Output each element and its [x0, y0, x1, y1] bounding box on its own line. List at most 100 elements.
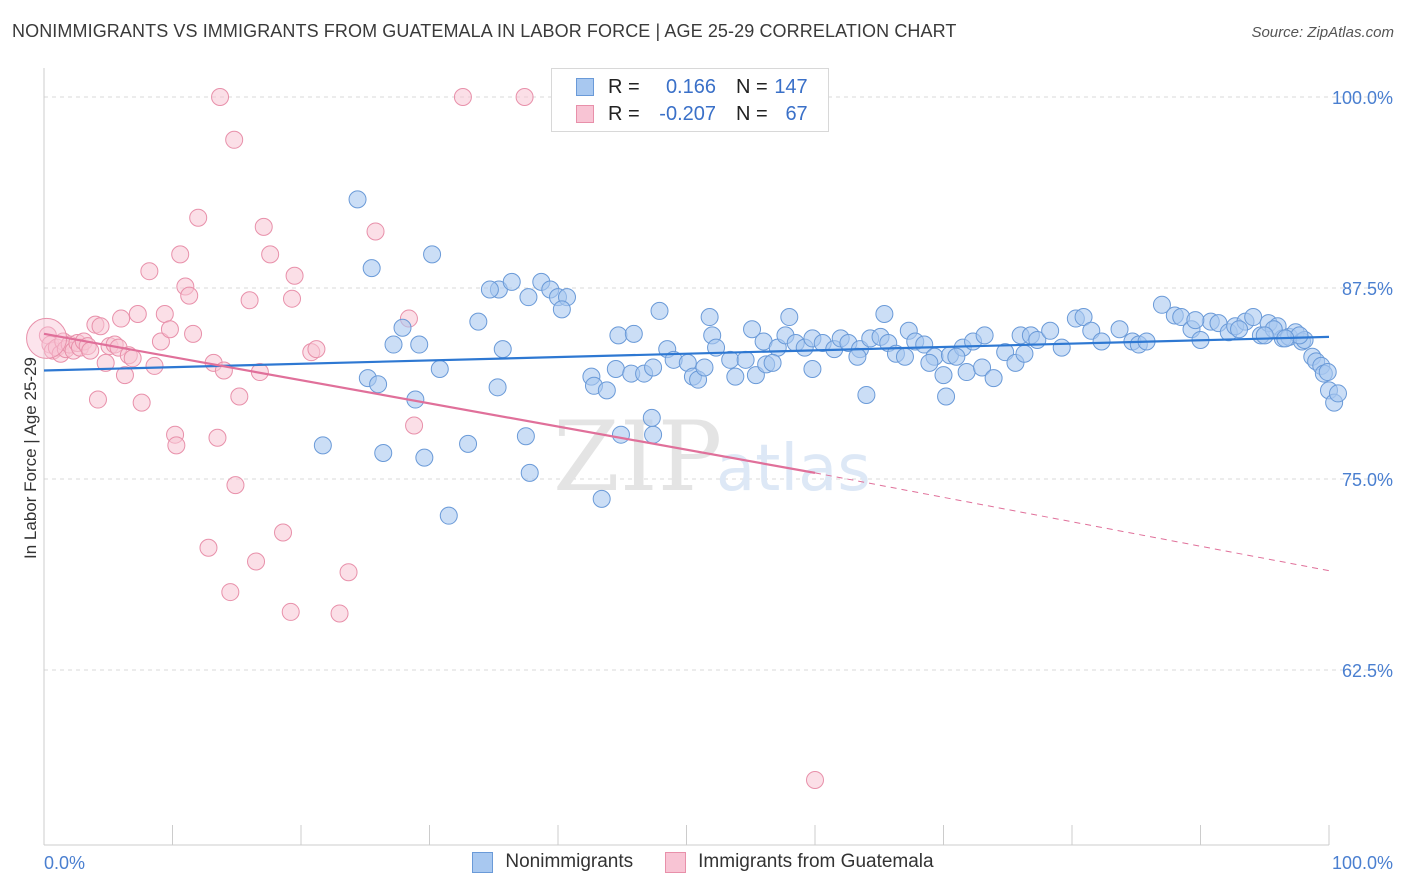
nonimmigrant-point — [721, 350, 740, 369]
guatemala-point — [221, 583, 240, 602]
grid-lines — [44, 96, 1392, 671]
guatemala-point — [112, 309, 131, 328]
trend-line-nonimmigrants — [43, 335, 1330, 372]
guatemala-point — [96, 353, 115, 372]
guatemala-point — [307, 340, 326, 359]
nonimmigrant-point — [947, 347, 966, 366]
source-label: Source: ZipAtlas.com — [1251, 24, 1394, 41]
nonimmigrant-point — [1186, 311, 1205, 330]
nonimmigrant-point — [606, 359, 625, 378]
correlation-legend: R = 0.166 N = 147 R = -0.207 N = 67 — [551, 68, 829, 132]
legend-item-guatemala[interactable]: Immigrants from Guatemala — [665, 851, 934, 873]
nonimmigrant-point — [611, 425, 630, 444]
legend-item-nonimmigrants[interactable]: Nonimmigrants — [472, 851, 633, 873]
nonimmigrant-point — [743, 320, 762, 339]
nonimmigrant-point — [516, 427, 535, 446]
nonimmigrant-point — [469, 312, 488, 331]
nonimmigrant-point — [459, 434, 478, 453]
y-tick-label: 62.5% — [1342, 661, 1393, 681]
nonimmigrant-point — [430, 359, 449, 378]
legend-label-guatemala: Immigrants from Guatemala — [698, 851, 934, 872]
nonimmigrant-point — [1318, 363, 1337, 382]
nonimmigrant-point — [1152, 295, 1171, 314]
nonimmigrant-point — [848, 347, 867, 366]
guatemala-point — [167, 436, 186, 455]
guatemala-point — [132, 393, 151, 412]
y-tick-label: 75.0% — [1342, 470, 1393, 490]
nonimmigrant-point — [393, 318, 412, 337]
tick-labels: 62.5% 75.0% 87.5% 100.0% 0.0% 100.0% — [44, 88, 1393, 873]
nonimmigrant-point — [650, 301, 669, 320]
nonimmigrant-point — [857, 385, 876, 404]
nonimmigrant-point — [1092, 332, 1111, 351]
nonimmigrant-point — [348, 190, 367, 209]
nonimmigrant-point — [493, 340, 512, 359]
nonimmigrant-point — [369, 375, 388, 394]
y-tick-label: 100.0% — [1332, 88, 1393, 108]
guatemala-point — [123, 349, 142, 368]
guatemala-point — [226, 476, 245, 495]
chart-title: NONIMMIGRANTS VS IMMIGRANTS FROM GUATEMA… — [12, 21, 957, 41]
nonimmigrant-point — [374, 444, 393, 463]
legend-n-value: 147 — [774, 75, 808, 98]
legend-row-nonimmigrants: R = 0.166 N = 147 — [576, 75, 808, 99]
nonimmigrant-point — [384, 335, 403, 354]
nonimmigrant-point — [642, 408, 661, 427]
nonimmigrant-point — [780, 308, 799, 327]
axes — [43, 68, 1330, 846]
nonimmigrant-point — [423, 245, 442, 264]
legend-n-label: N = — [736, 75, 768, 98]
guatemala-point — [91, 317, 110, 336]
guatemala-point — [171, 245, 190, 264]
nonimmigrant-point — [597, 381, 616, 400]
guatemala-point — [240, 291, 259, 310]
nonimmigrant-point — [644, 358, 663, 377]
guatemala-point — [145, 356, 164, 375]
guatemala-point — [115, 366, 134, 385]
watermark-zip: ZIP — [553, 401, 722, 513]
x-tick-label: 0.0% — [44, 853, 85, 873]
guatemala-point — [26, 317, 68, 359]
guatemala-point — [199, 538, 218, 557]
legend-n-label: N = — [736, 102, 768, 125]
nonimmigrant-point — [644, 425, 663, 444]
nonimmigrant-point — [934, 366, 953, 385]
guatemala-point — [184, 324, 203, 343]
guatemala-point — [180, 286, 199, 305]
nonimmigrant-point — [700, 308, 719, 327]
nonimmigrant-point — [875, 304, 894, 323]
guatemala-point — [81, 341, 100, 360]
guatemala-point — [453, 88, 472, 106]
guatemala-point — [247, 552, 266, 571]
nonimmigrant-point — [726, 367, 745, 386]
nonimmigrant-point — [592, 489, 611, 508]
trend-line-guatemala — [43, 332, 816, 474]
series-legend: Nonimmigrants Immigrants from Guatemala — [0, 851, 1406, 873]
nonimmigrant-point — [439, 506, 458, 525]
guatemala-point — [806, 771, 824, 790]
nonimmigrant-point — [1328, 384, 1347, 403]
guatemala-point — [261, 245, 280, 264]
guatemala-point — [160, 320, 179, 339]
nonimmigrant-point — [920, 353, 939, 372]
nonimmigrant-point — [1110, 320, 1129, 339]
guatemala-point — [151, 332, 170, 351]
guatemala-point — [330, 604, 349, 623]
guatemala-point — [208, 428, 227, 447]
guatemala-point — [88, 390, 107, 409]
nonimmigrant-point — [362, 259, 381, 278]
nonimmigrant-point — [1255, 326, 1274, 345]
guatemala-point — [283, 289, 302, 308]
guatemala-point — [281, 602, 300, 621]
legend-r-value: -0.207 — [659, 102, 716, 125]
guatemala-point — [230, 387, 249, 406]
nonimmigrant-point — [803, 359, 822, 378]
guatemala-point — [274, 523, 293, 542]
nonimmigrant-point — [695, 358, 714, 377]
legend-label-nonimmigrants: Nonimmigrants — [505, 851, 634, 872]
legend-r-label: R = — [608, 75, 640, 98]
legend-r-value: 0.166 — [665, 75, 716, 98]
nonimmigrant-point — [736, 350, 755, 369]
guatemala-point — [285, 266, 304, 285]
guatemala-point — [339, 563, 358, 582]
